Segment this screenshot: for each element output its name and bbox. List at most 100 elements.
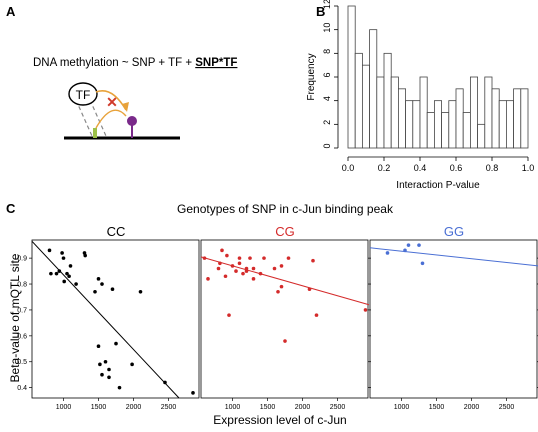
data-point: [103, 359, 108, 364]
plot-frame: [200, 239, 369, 399]
formula-prefix: DNA methylation ~ SNP + TF +: [33, 57, 195, 69]
data-point: [138, 290, 143, 294]
panel-title-cg: CG: [275, 224, 295, 239]
data-point: [258, 271, 263, 276]
data-point: [93, 290, 97, 294]
histogram-bar: [347, 5, 356, 149]
data-point: [241, 271, 245, 276]
data-point: [96, 277, 101, 281]
histogram-bar: [462, 112, 471, 149]
x-tick-label: 2000: [126, 404, 142, 411]
data-point: [363, 308, 368, 312]
data-point: [279, 284, 284, 289]
regression-line: [369, 247, 538, 267]
y-tick-label: 0.6: [17, 333, 27, 340]
histogram-bar: [477, 123, 486, 149]
y-tick-label: 0.4: [17, 385, 27, 392]
data-point: [385, 251, 390, 255]
x-tick-label: 0.0: [342, 163, 355, 173]
panel-title-cc: CC: [107, 224, 126, 239]
histogram-bar: [491, 88, 500, 149]
y-tick-label: 0.5: [17, 359, 27, 366]
data-point: [223, 274, 228, 279]
panel-c-ylabel: Beta-value of mQTL site: [8, 253, 22, 382]
data-point: [114, 341, 118, 346]
snp-arrow: [95, 109, 127, 129]
data-point: [98, 362, 102, 367]
tf-arrow-head: [122, 102, 129, 112]
data-point: [237, 256, 242, 260]
data-point: [47, 248, 52, 253]
histogram-bar: [419, 76, 428, 149]
data-point: [276, 290, 280, 294]
y-tick-label: 8: [322, 49, 332, 54]
y-tick-label: 0.8: [17, 282, 27, 289]
histogram-bar: [520, 88, 529, 149]
x-tick-label: 1500: [429, 404, 445, 411]
data-point: [283, 339, 287, 343]
histogram-bar: [397, 88, 406, 149]
data-point: [67, 274, 71, 279]
data-point: [234, 269, 238, 273]
data-point: [417, 243, 421, 247]
data-point: [406, 243, 411, 247]
data-point: [60, 251, 64, 255]
histogram-bar: [448, 100, 457, 149]
data-point: [403, 248, 407, 253]
scatter-panel-cc: CC 1000 1500 2000 2500 0.4 0.5 0.6 0.7 0.8 0.9: [17, 224, 200, 411]
x-tick-label: 1000: [225, 404, 241, 411]
x-tick-label: 1000: [394, 404, 410, 411]
panel-c-xlabel: Expression level of c-Jun: [213, 413, 346, 427]
panel-c-label: C: [6, 201, 16, 216]
histogram-bar: [433, 100, 442, 149]
histogram-bar: [405, 100, 414, 149]
histogram-bar: [369, 29, 378, 149]
data-point: [230, 264, 235, 268]
data-point: [237, 261, 242, 266]
data-point: [307, 287, 312, 292]
panel-b-label: B: [316, 4, 325, 19]
data-point: [74, 282, 78, 286]
histogram-bar: [441, 112, 450, 149]
data-point: [110, 287, 115, 292]
data-point: [107, 375, 111, 380]
histogram-bar: [376, 76, 385, 149]
histogram-bar: [383, 52, 392, 149]
x-tick-label: 2000: [295, 404, 311, 411]
data-point: [191, 391, 195, 395]
y-tick-label: 10: [322, 23, 332, 33]
snp-marker: [93, 128, 97, 138]
data-point: [420, 261, 425, 266]
data-point: [83, 253, 87, 258]
model-formula: DNA methylation ~ SNP + TF + SNP*TF: [33, 57, 237, 69]
data-point: [57, 269, 62, 273]
data-point: [251, 266, 256, 271]
data-point: [65, 271, 69, 276]
x-tick-label: 2500: [330, 404, 346, 411]
histogram-bar: [469, 76, 478, 149]
histogram-bar: [390, 76, 399, 149]
histogram-bar: [455, 88, 464, 149]
panel-title-gg: GG: [444, 224, 464, 239]
x-tick-label: 2500: [161, 404, 177, 411]
data-point: [49, 271, 53, 276]
histogram-bar: [354, 52, 363, 149]
x-tick-label: 0.4: [414, 163, 427, 173]
data-point: [311, 258, 315, 263]
data-point: [216, 266, 221, 271]
data-point: [68, 264, 73, 268]
data-point: [286, 256, 291, 260]
data-point: [225, 253, 229, 258]
panel-c-title: Genotypes of SNP in c-Jun binding peak: [177, 202, 394, 216]
y-tick-label: 6: [322, 72, 332, 77]
x-tick-label: 2500: [499, 404, 515, 411]
tf-oval: [68, 82, 98, 106]
plot-frame: [369, 239, 538, 399]
y-tick-label: 12: [322, 0, 332, 9]
y-tick-label: 2: [322, 120, 332, 125]
x-tick-label: 1500: [260, 404, 276, 411]
data-point: [130, 362, 134, 367]
data-point: [117, 385, 122, 390]
histogram: 0.0 0.2 0.4 0.6 0.8 1.0 0 2 4 6 8 10 12 Interaction P…: [306, 0, 534, 191]
